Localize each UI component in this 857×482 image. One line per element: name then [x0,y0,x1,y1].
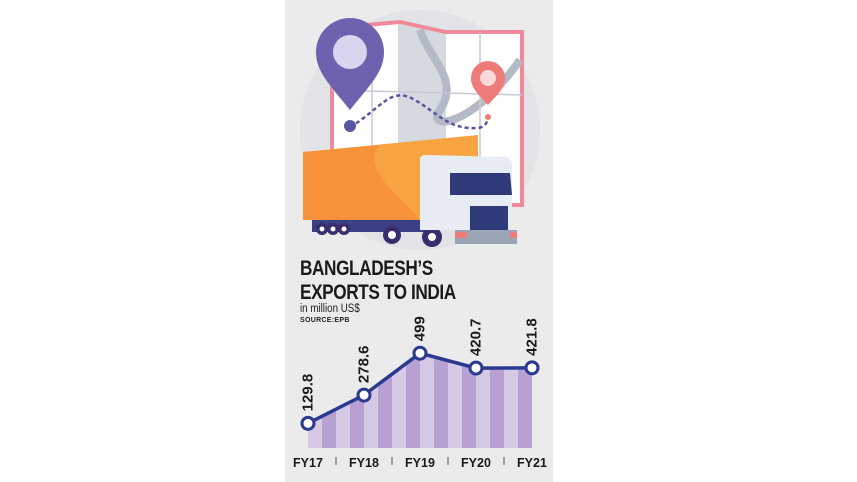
area-stripe [336,402,350,448]
unit-label: in million US$ [300,303,360,315]
area-stripe [504,367,518,448]
area-stripe [378,374,392,448]
data-point [412,345,428,361]
data-point [300,415,316,431]
chart-title-line1: BANGLADESH’S [300,257,433,280]
source-label: SOURCE:EPB [300,317,350,324]
area-stripe [490,367,504,448]
x-tick-label: FY18 [349,456,379,470]
area-stripe [518,367,532,448]
data-point [524,360,540,376]
area-stripe [448,360,462,448]
chart-title-line2: EXPORTS TO INDIA [300,281,456,304]
area-stripe [322,409,336,448]
area-stripe [420,353,434,448]
data-point [468,360,484,376]
area-stripe [392,363,406,448]
truck-icon [303,135,517,247]
area-stripe [350,395,364,448]
x-tick-label: FY19 [405,456,435,470]
area-stripe [462,364,476,448]
data-label: 421.8 [524,318,541,356]
location-pin-small-icon [471,61,505,120]
x-tick-label: FY21 [517,456,547,470]
data-label: 420.7 [468,319,485,357]
area-stripe [476,368,490,448]
data-label: 499 [412,316,429,341]
x-tick-label: FY17 [293,456,323,470]
x-tick-label: FY20 [461,456,491,470]
data-label: 129.8 [300,374,317,412]
data-label: 278.6 [356,346,373,384]
area-stripe [434,356,448,448]
location-pin-large-icon [316,18,384,132]
area-stripe [406,353,420,448]
data-point [356,387,372,403]
